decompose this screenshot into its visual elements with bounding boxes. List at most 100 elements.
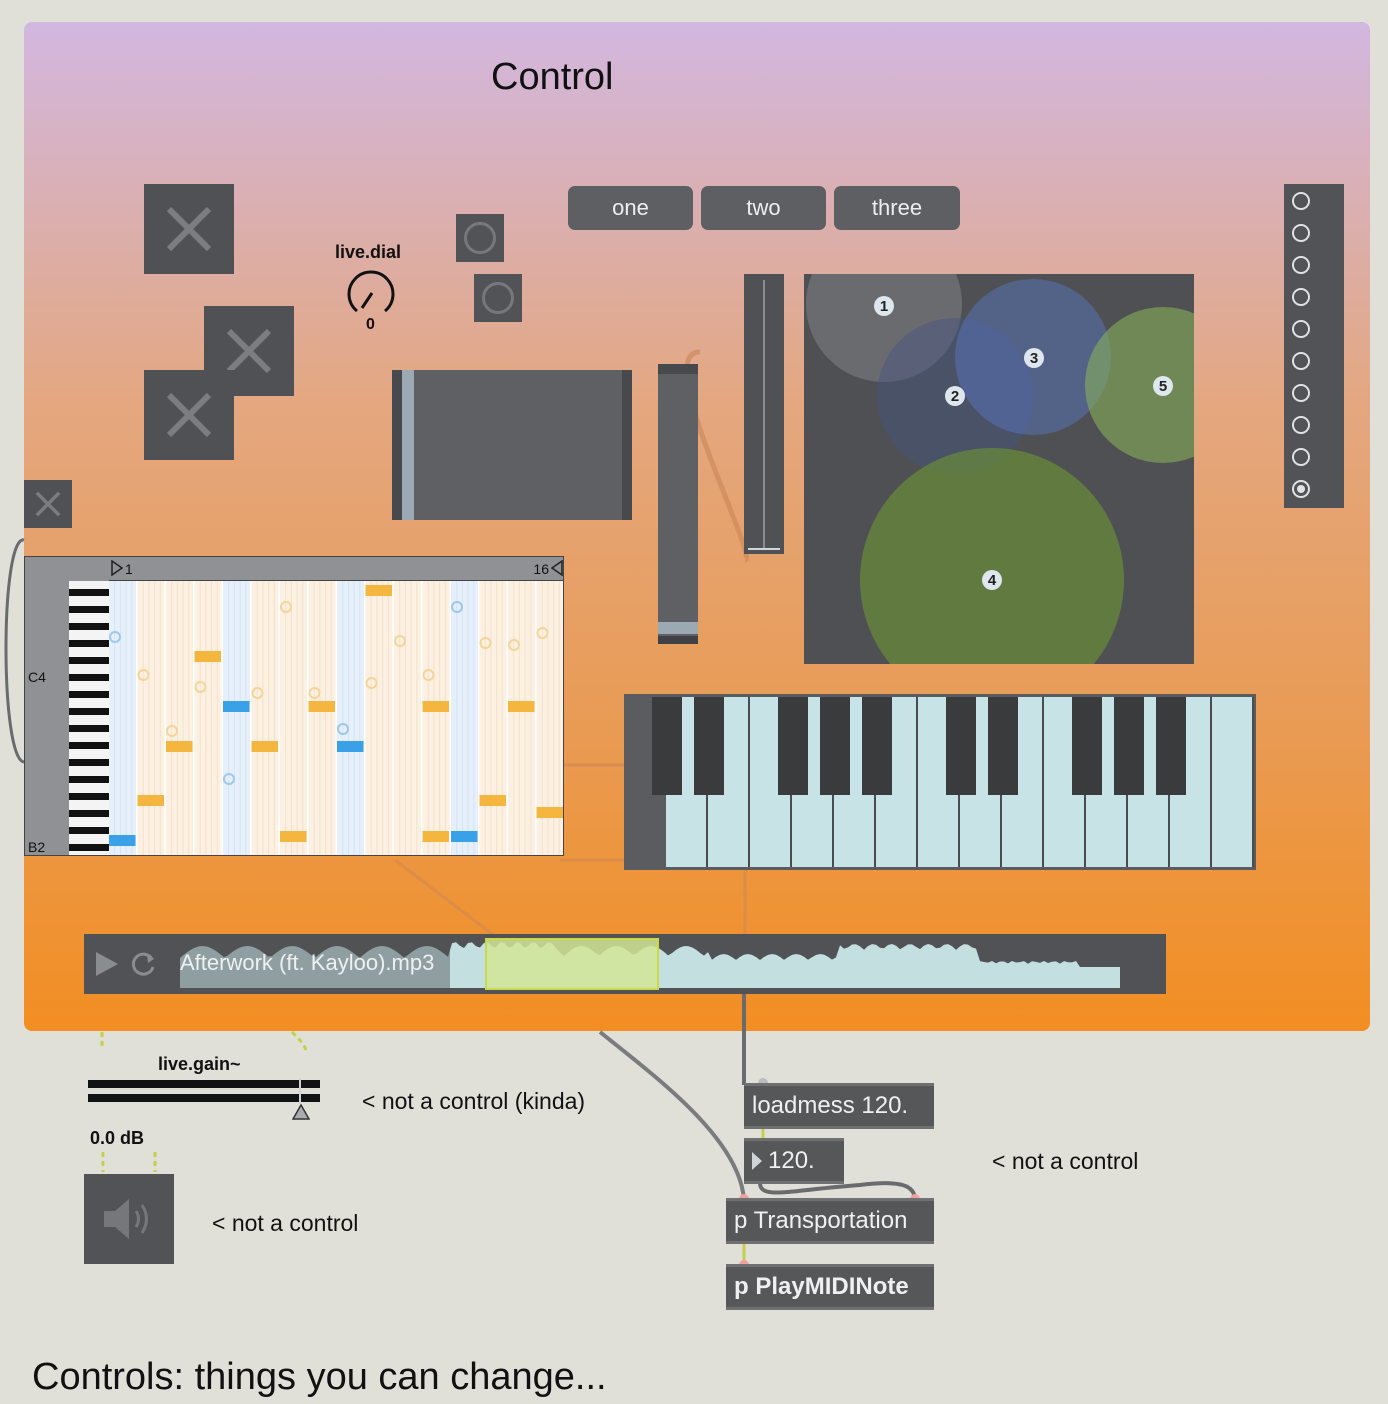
sequencer-column[interactable] — [508, 581, 536, 856]
black-key[interactable] — [820, 697, 850, 795]
step-note[interactable] — [337, 741, 364, 752]
loadmess-object[interactable]: loadmess 120. — [744, 1083, 934, 1129]
bang-button[interactable] — [456, 214, 504, 262]
transportation-subpatch[interactable]: p Transportation — [726, 1198, 934, 1244]
live-dial[interactable] — [344, 270, 400, 320]
step-note[interactable] — [536, 807, 564, 818]
sequencer-column[interactable] — [109, 581, 137, 856]
bang-button[interactable] — [474, 274, 522, 322]
sequencer-column[interactable] — [365, 581, 394, 856]
velocity-handle[interactable] — [223, 773, 235, 785]
loop-bar[interactable]: 1 16 — [109, 557, 563, 581]
vertical-slider[interactable] — [658, 364, 698, 644]
velocity-handle[interactable] — [479, 637, 492, 649]
sequencer-column[interactable] — [337, 581, 365, 856]
sequencer-column[interactable] — [137, 581, 166, 856]
radio-option[interactable] — [1292, 288, 1310, 306]
loop-icon[interactable] — [130, 950, 158, 978]
velocity-handle[interactable] — [137, 669, 150, 681]
velocity-handle[interactable] — [365, 677, 378, 689]
velocity-handle[interactable] — [337, 723, 349, 735]
toggle-button[interactable] — [144, 370, 234, 460]
piano-keyboard[interactable] — [624, 694, 1256, 870]
velocity-handle[interactable] — [308, 687, 321, 699]
velocity-handle[interactable] — [394, 635, 406, 647]
step-note[interactable] — [508, 701, 535, 712]
sequencer-column[interactable] — [479, 581, 508, 856]
velocity-handle[interactable] — [280, 601, 292, 613]
nodes-object[interactable]: 1 2 3 4 5 — [804, 274, 1194, 664]
step-note[interactable] — [223, 701, 250, 712]
step-note[interactable] — [109, 835, 136, 846]
tab-three[interactable]: three — [834, 186, 960, 230]
radio-group[interactable] — [1284, 184, 1344, 508]
velocity-handle[interactable] — [109, 631, 121, 643]
radio-option[interactable] — [1292, 192, 1310, 210]
step-note[interactable] — [422, 831, 450, 842]
sequencer-grid[interactable] — [109, 581, 564, 856]
radio-option[interactable] — [1292, 352, 1310, 370]
toggle-button[interactable] — [24, 480, 72, 528]
black-key[interactable] — [862, 697, 892, 795]
radio-option[interactable] — [1292, 384, 1310, 402]
velocity-handle[interactable] — [536, 627, 549, 639]
sequencer-column[interactable] — [280, 581, 308, 856]
step-note[interactable] — [166, 741, 193, 752]
sequencer-column[interactable] — [166, 581, 194, 856]
black-key[interactable] — [694, 697, 724, 795]
radio-option[interactable] — [1292, 448, 1310, 466]
radio-option[interactable] — [1292, 416, 1310, 434]
radio-option-selected[interactable] — [1292, 480, 1310, 498]
velocity-handle[interactable] — [508, 639, 520, 651]
waveform-selection[interactable] — [485, 938, 659, 990]
node-handle[interactable]: 2 — [945, 386, 965, 406]
radio-option[interactable] — [1292, 320, 1310, 338]
step-note[interactable] — [451, 831, 478, 842]
number-box[interactable]: 120. — [744, 1138, 844, 1184]
step-note[interactable] — [308, 701, 336, 712]
toggle-button[interactable] — [144, 184, 234, 274]
radio-option[interactable] — [1292, 224, 1310, 242]
black-key[interactable] — [1072, 697, 1102, 795]
node-handle[interactable]: 5 — [1153, 376, 1173, 396]
step-note[interactable] — [251, 741, 279, 752]
sequencer-column[interactable] — [308, 581, 337, 856]
playmidinote-subpatch[interactable]: p PlayMIDINote — [726, 1264, 934, 1310]
black-key[interactable] — [1114, 697, 1144, 795]
audio-player[interactable]: Afterwork (ft. Kayloo).mp3 — [84, 934, 1166, 994]
step-note[interactable] — [137, 795, 165, 806]
step-note[interactable] — [365, 585, 393, 596]
black-key[interactable] — [652, 697, 682, 795]
live-gain-slider[interactable] — [88, 1078, 320, 1120]
velocity-handle[interactable] — [166, 725, 178, 737]
piano-roll[interactable]: C4 B2 1 16 — [24, 556, 564, 856]
sequencer-column[interactable] — [194, 581, 223, 856]
tab-two[interactable]: two — [701, 186, 826, 230]
white-key[interactable] — [1212, 697, 1254, 867]
step-note[interactable] — [280, 831, 307, 842]
sequencer-column[interactable] — [451, 581, 479, 856]
sequencer-column[interactable] — [422, 581, 451, 856]
step-note[interactable] — [194, 651, 222, 662]
step-note[interactable] — [479, 795, 507, 806]
step-note[interactable] — [422, 701, 450, 712]
velocity-handle[interactable] — [422, 669, 435, 681]
fader-slider[interactable] — [744, 274, 784, 554]
sequencer-column[interactable] — [394, 581, 422, 856]
black-key[interactable] — [946, 697, 976, 795]
tab-one[interactable]: one — [568, 186, 693, 230]
sequencer-column[interactable] — [223, 581, 251, 856]
velocity-handle[interactable] — [251, 687, 264, 699]
black-key[interactable] — [1156, 697, 1186, 795]
audio-toggle[interactable] — [84, 1174, 174, 1264]
velocity-handle[interactable] — [451, 601, 463, 613]
node-handle[interactable]: 4 — [982, 570, 1002, 590]
horizontal-slider[interactable] — [392, 370, 632, 520]
node-handle[interactable]: 3 — [1024, 348, 1044, 368]
radio-option[interactable] — [1292, 256, 1310, 274]
node-handle[interactable]: 1 — [874, 296, 894, 316]
waveform-display[interactable] — [180, 938, 1120, 990]
gain-handle-icon[interactable] — [292, 1104, 310, 1120]
play-icon[interactable] — [94, 950, 120, 978]
black-key[interactable] — [778, 697, 808, 795]
